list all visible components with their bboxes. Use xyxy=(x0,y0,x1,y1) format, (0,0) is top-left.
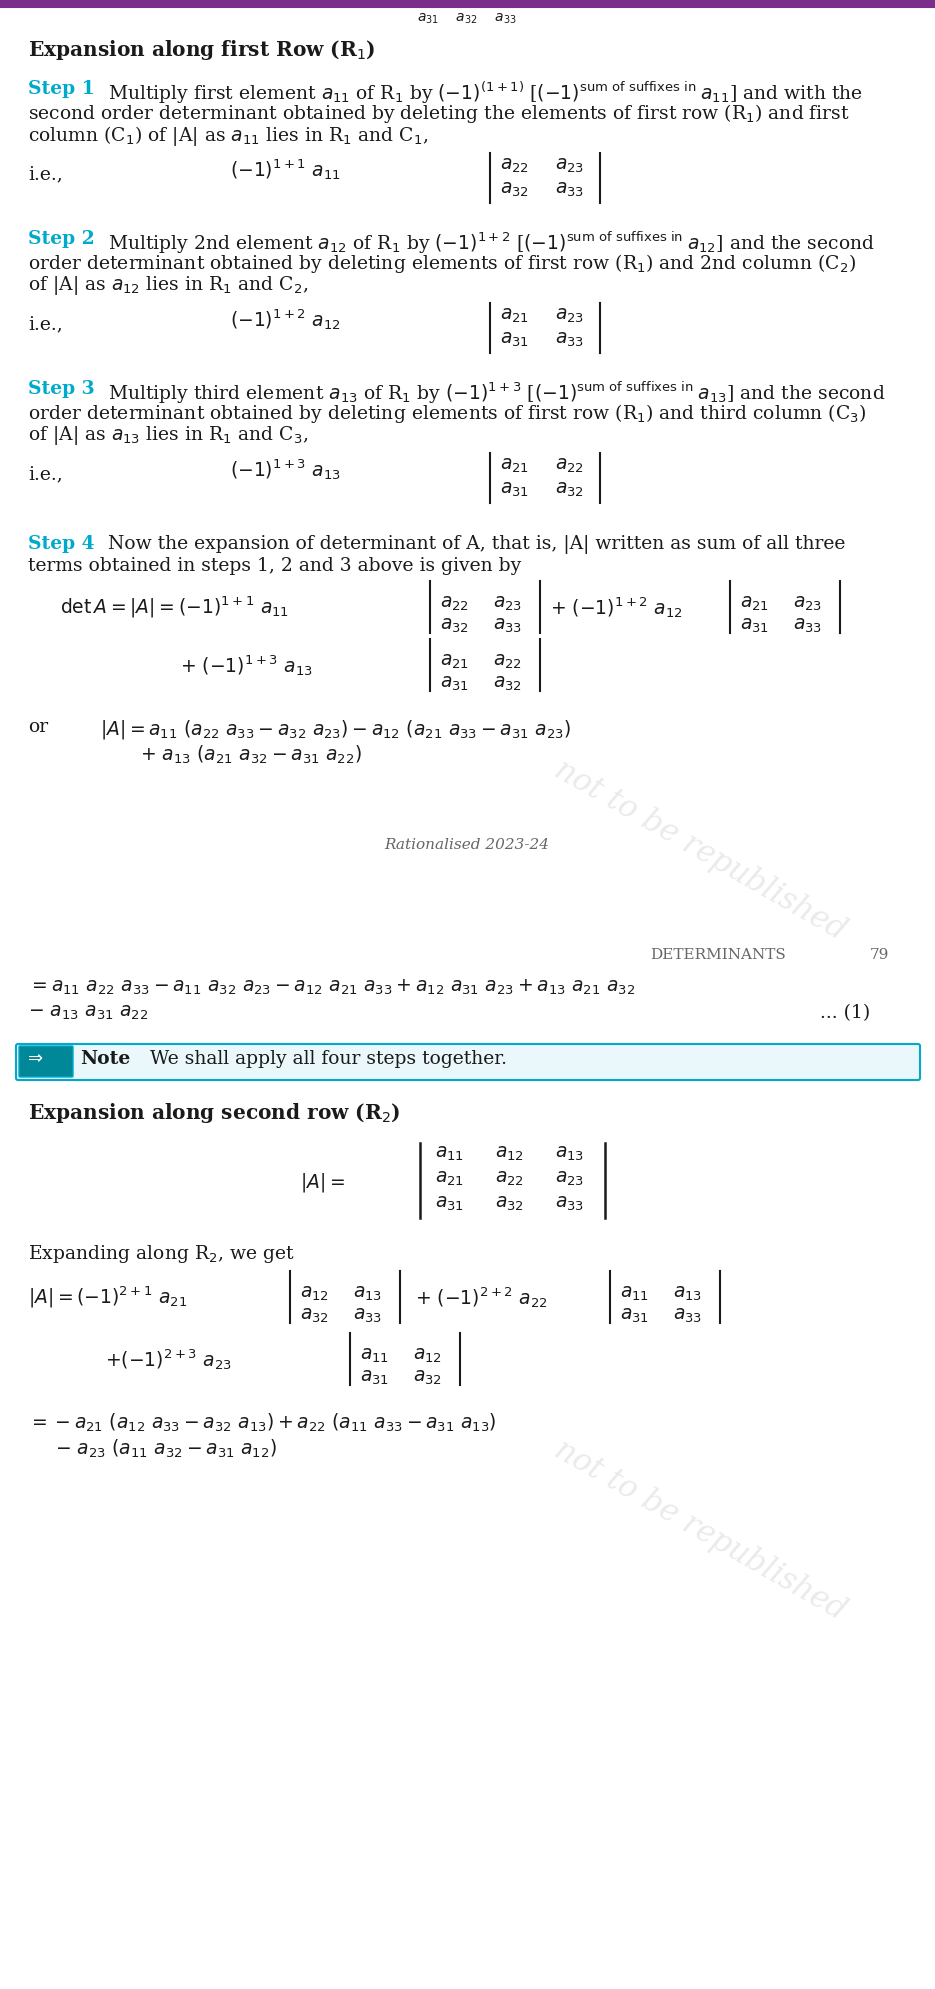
Text: $a_{12}$: $a_{12}$ xyxy=(495,1146,524,1164)
Text: $a_{31}$: $a_{31}$ xyxy=(360,1368,389,1386)
Text: $(-1)^{1+3}\ a_{13}$: $(-1)^{1+3}\ a_{13}$ xyxy=(230,457,341,481)
Text: Expansion along first Row (R$_1$): Expansion along first Row (R$_1$) xyxy=(28,38,376,62)
Text: $a_{31}$    $a_{32}$    $a_{33}$: $a_{31}$ $a_{32}$ $a_{33}$ xyxy=(417,12,517,26)
Text: $= a_{11}\ a_{22}\ a_{33} - a_{11}\ a_{32}\ a_{23} - a_{12}\ a_{21}\ a_{33} + a_: $= a_{11}\ a_{22}\ a_{33} - a_{11}\ a_{3… xyxy=(28,979,635,996)
Text: $a_{12}$: $a_{12}$ xyxy=(300,1285,329,1303)
Text: order determinant obtained by deleting elements of first row (R$_1$) and 2nd col: order determinant obtained by deleting e… xyxy=(28,253,856,274)
Text: $a_{33}$: $a_{33}$ xyxy=(673,1307,702,1325)
Text: or: or xyxy=(28,718,48,736)
Text: $a_{32}$: $a_{32}$ xyxy=(493,674,522,694)
Text: not to be republished: not to be republished xyxy=(549,1434,851,1627)
Text: $a_{21}$: $a_{21}$ xyxy=(740,595,769,613)
Text: $= -a_{21}\ (a_{12}\ a_{33} - a_{32}\ a_{13}) + a_{22}\ (a_{11}\ a_{33} - a_{31}: $= -a_{21}\ (a_{12}\ a_{33} - a_{32}\ a_… xyxy=(28,1412,496,1434)
Text: $a_{32}$: $a_{32}$ xyxy=(440,617,469,634)
Text: $a_{32}$: $a_{32}$ xyxy=(413,1368,442,1386)
Text: $a_{32}$: $a_{32}$ xyxy=(495,1195,524,1213)
Text: $a_{21}$: $a_{21}$ xyxy=(500,306,529,326)
Text: $a_{22}$: $a_{22}$ xyxy=(440,595,469,613)
Text: DETERMINANTS: DETERMINANTS xyxy=(650,949,785,963)
Text: $a_{31}$: $a_{31}$ xyxy=(620,1307,649,1325)
Text: of |A| as $a_{12}$ lies in R$_1$ and C$_2$,: of |A| as $a_{12}$ lies in R$_1$ and C$_… xyxy=(28,274,309,296)
Text: i.e.,: i.e., xyxy=(28,314,63,332)
Text: $+\ (-1)^{2+2}\ a_{22}$: $+\ (-1)^{2+2}\ a_{22}$ xyxy=(415,1285,548,1311)
Text: We shall apply all four steps together.: We shall apply all four steps together. xyxy=(150,1050,507,1068)
Text: column (C$_1$) of |A| as $a_{11}$ lies in R$_1$ and C$_1$,: column (C$_1$) of |A| as $a_{11}$ lies i… xyxy=(28,123,428,147)
Text: $(-1)^{1+2}\ a_{12}$: $(-1)^{1+2}\ a_{12}$ xyxy=(230,306,341,332)
Text: $\Rightarrow$: $\Rightarrow$ xyxy=(24,1048,44,1066)
FancyBboxPatch shape xyxy=(19,1046,73,1076)
Text: $a_{23}$: $a_{23}$ xyxy=(555,157,584,175)
Text: Multiply 2nd element $a_{12}$ of R$_1$ by $(-1)^{1+2}$ [$(-1)^{\rm sum\ of\ suff: Multiply 2nd element $a_{12}$ of R$_1$ b… xyxy=(108,231,875,257)
Text: $a_{33}$: $a_{33}$ xyxy=(353,1307,382,1325)
Text: $\boldsymbol{a_{21}}$: $\boldsymbol{a_{21}}$ xyxy=(435,1170,464,1187)
Text: $|A| =$: $|A| =$ xyxy=(300,1172,345,1193)
Text: $a_{31}$: $a_{31}$ xyxy=(500,330,529,350)
Text: $a_{23}$: $a_{23}$ xyxy=(555,306,584,326)
Text: $-\ a_{23}\ (a_{11}\ a_{32} - a_{31}\ a_{12})$: $-\ a_{23}\ (a_{11}\ a_{32} - a_{31}\ a_… xyxy=(55,1438,277,1460)
Text: $a_{31}$: $a_{31}$ xyxy=(440,674,469,694)
Text: $+\ a_{13}\ (a_{21}\ a_{32} - a_{31}\ a_{22})$: $+\ a_{13}\ (a_{21}\ a_{32} - a_{31}\ a_… xyxy=(140,744,362,766)
Text: 79: 79 xyxy=(870,949,889,963)
Text: $a_{22}$: $a_{22}$ xyxy=(500,157,529,175)
Text: $a_{31}$: $a_{31}$ xyxy=(435,1195,464,1213)
Text: not to be republished: not to be republished xyxy=(549,754,851,947)
Text: $a_{33}$: $a_{33}$ xyxy=(793,617,822,634)
Text: $a_{32}$: $a_{32}$ xyxy=(300,1307,329,1325)
Text: $\boldsymbol{a_{23}}$: $\boldsymbol{a_{23}}$ xyxy=(555,1170,584,1187)
Text: $a_{32}$: $a_{32}$ xyxy=(555,481,584,499)
Text: Step 2: Step 2 xyxy=(28,231,94,249)
Text: $a_{33}$: $a_{33}$ xyxy=(555,1195,584,1213)
Text: i.e.,: i.e., xyxy=(28,165,63,183)
Text: terms obtained in steps 1, 2 and 3 above is given by: terms obtained in steps 1, 2 and 3 above… xyxy=(28,557,521,575)
Text: $a_{33}$: $a_{33}$ xyxy=(555,330,584,350)
Text: Step 1: Step 1 xyxy=(28,80,94,97)
Text: Expanding along R$_2$, we get: Expanding along R$_2$, we get xyxy=(28,1243,295,1265)
Text: $|A| = (-1)^{2+1}\ a_{21}$: $|A| = (-1)^{2+1}\ a_{21}$ xyxy=(28,1285,187,1311)
Text: $a_{13}$: $a_{13}$ xyxy=(673,1285,702,1303)
Text: Step 4: Step 4 xyxy=(28,535,94,553)
Text: $a_{32}$: $a_{32}$ xyxy=(500,181,529,199)
Text: Multiply first element $a_{11}$ of R$_1$ by $(-1)^{(1+1)}$ [$(-1)^{\rm sum\ of\ : Multiply first element $a_{11}$ of R$_1$… xyxy=(108,80,863,105)
Text: $a_{21}$: $a_{21}$ xyxy=(500,457,529,475)
Text: $a_{31}$: $a_{31}$ xyxy=(740,617,769,634)
Text: $a_{33}$: $a_{33}$ xyxy=(555,181,584,199)
Text: of |A| as $a_{13}$ lies in R$_1$ and C$_3$,: of |A| as $a_{13}$ lies in R$_1$ and C$_… xyxy=(28,424,309,448)
Text: $a_{21}$: $a_{21}$ xyxy=(440,652,469,672)
Text: $a_{11}$: $a_{11}$ xyxy=(435,1146,464,1164)
Text: Rationalised 2023-24: Rationalised 2023-24 xyxy=(384,837,550,851)
Text: $a_{33}$: $a_{33}$ xyxy=(493,617,522,634)
Text: $a_{23}$: $a_{23}$ xyxy=(493,595,522,613)
Text: $a_{13}$: $a_{13}$ xyxy=(555,1146,584,1164)
FancyBboxPatch shape xyxy=(16,1044,920,1080)
Text: $a_{11}$: $a_{11}$ xyxy=(620,1285,649,1303)
Text: $a_{13}$: $a_{13}$ xyxy=(353,1285,382,1303)
Text: $a_{23}$: $a_{23}$ xyxy=(793,595,822,613)
Text: Step 3: Step 3 xyxy=(28,380,94,398)
Text: Now the expansion of determinant of A, that is, |A| written as sum of all three: Now the expansion of determinant of A, t… xyxy=(108,535,845,555)
Text: $a_{22}$: $a_{22}$ xyxy=(555,457,584,475)
Text: ... (1): ... (1) xyxy=(820,1004,870,1022)
Text: Note: Note xyxy=(80,1050,130,1068)
Text: $(-1)^{1+1}\ a_{11}$: $(-1)^{1+1}\ a_{11}$ xyxy=(230,157,341,181)
Text: $|A| = a_{11}\ (a_{22}\ a_{33} - a_{32}\ a_{23}) - a_{12}\ (a_{21}\ a_{33} - a_{: $|A| = a_{11}\ (a_{22}\ a_{33} - a_{32}\… xyxy=(100,718,571,742)
Text: $+\ (-1)^{1+2}\ a_{12}$: $+\ (-1)^{1+2}\ a_{12}$ xyxy=(550,595,683,621)
Text: $+\ (-1)^{1+3}\ a_{13}$: $+\ (-1)^{1+3}\ a_{13}$ xyxy=(180,652,313,678)
Text: $a_{31}$: $a_{31}$ xyxy=(500,481,529,499)
Text: $-\ a_{13}\ a_{31}\ a_{22}$: $-\ a_{13}\ a_{31}\ a_{22}$ xyxy=(28,1004,149,1022)
Text: Expansion along second row (R$_2$): Expansion along second row (R$_2$) xyxy=(28,1102,400,1126)
Text: i.e.,: i.e., xyxy=(28,465,63,483)
Text: $\det A = |A| = (-1)^{1+1}\ a_{11}$: $\det A = |A| = (-1)^{1+1}\ a_{11}$ xyxy=(60,595,289,621)
Text: $a_{12}$: $a_{12}$ xyxy=(413,1347,442,1364)
Text: $+(-1)^{2+3}\ a_{23}$: $+(-1)^{2+3}\ a_{23}$ xyxy=(105,1347,232,1372)
Text: $a_{22}$: $a_{22}$ xyxy=(493,652,522,672)
Text: Multiply third element $a_{13}$ of R$_1$ by $(-1)^{1+3}$ [$(-1)^{\rm sum\ of\ su: Multiply third element $a_{13}$ of R$_1$… xyxy=(108,380,885,406)
Text: second order determinant obtained by deleting the elements of first row (R$_1$) : second order determinant obtained by del… xyxy=(28,101,850,125)
Text: $\boldsymbol{a_{22}}$: $\boldsymbol{a_{22}}$ xyxy=(495,1170,524,1187)
Text: order determinant obtained by deleting elements of first row (R$_1$) and third c: order determinant obtained by deleting e… xyxy=(28,402,867,426)
Text: $a_{11}$: $a_{11}$ xyxy=(360,1347,389,1364)
